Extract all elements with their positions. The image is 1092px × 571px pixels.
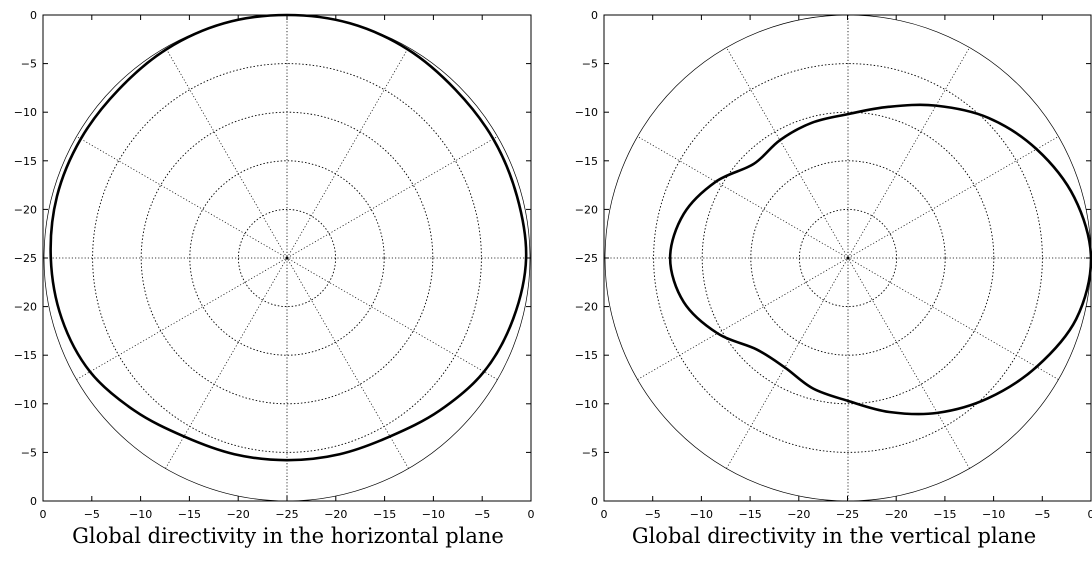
x-tick-label: −15 (933, 508, 956, 521)
x-tick-label: −20 (885, 508, 908, 521)
grid-spoke (165, 47, 409, 469)
y-tick-label: −10 (14, 106, 37, 119)
x-tick-label: −10 (129, 508, 152, 521)
y-tick-label: −5 (21, 58, 37, 71)
y-tick-label: 0 (30, 495, 37, 508)
grid-spoke (637, 136, 1059, 380)
grid-spoke (637, 136, 1059, 380)
grid-spoke (165, 47, 409, 469)
x-tick-label: −20 (324, 508, 347, 521)
grid-ring (798, 208, 898, 308)
x-tick-label: −10 (982, 508, 1005, 521)
vertical-plane-caption: Global directivity in the vertical plane (631, 524, 1037, 548)
x-tick-label: −20 (787, 508, 810, 521)
grid-center-dot (285, 256, 289, 260)
y-tick-label: −10 (14, 398, 37, 411)
y-tick-label: −15 (575, 155, 598, 168)
grid-center-dot (846, 256, 850, 260)
y-tick-label: −25 (575, 252, 598, 265)
x-tick-label: −5 (84, 508, 100, 521)
y-tick-label: 0 (591, 9, 598, 22)
y-tick-label: −10 (575, 398, 598, 411)
axis-ticks: 0 −5 −10 −15 −20 −25 −20 −15 −10 −5 00−5−10−15−20−… (14, 9, 535, 521)
x-tick-label: 0 (1088, 508, 1092, 521)
polar-grid (43, 14, 531, 502)
x-tick-label: −15 (738, 508, 761, 521)
x-tick-label: −5 (1034, 508, 1050, 521)
horizontal-plane-caption: Global directivity in the horizontal pla… (72, 524, 504, 548)
x-tick-label: 0 (601, 508, 608, 521)
grid-spoke (76, 136, 498, 380)
y-tick-label: −5 (582, 446, 598, 459)
y-tick-label: −5 (582, 58, 598, 71)
grid-spoke (726, 47, 970, 469)
horizontal-plane-plot-area: 0 −5 −10 −15 −20 −25 −20 −15 −10 −5 00−5−10−15−20−… (14, 9, 535, 521)
y-tick-label: 0 (30, 9, 37, 22)
x-tick-label: 0 (528, 508, 535, 521)
polar-grid (604, 14, 1092, 502)
x-tick-label: −15 (178, 508, 201, 521)
x-tick-label: −5 (645, 508, 661, 521)
grid-ring (140, 111, 434, 405)
horizontal-plane-polar-chart: 0 −5 −10 −15 −20 −25 −20 −15 −10 −5 0 0 −5 −10 −15 −20−… (14, 9, 535, 521)
y-tick-label: −5 (21, 446, 37, 459)
vertical-plane-plot-area: 0 −5 −10 −15 −20 −25 −20 −15 −10 −5 00−5−10−15−20−… (575, 9, 1092, 521)
directivity-curve (668, 103, 1092, 416)
x-tick-label: −25 (836, 508, 859, 521)
grid-ring (92, 63, 482, 453)
grid-ring (750, 160, 946, 356)
y-tick-label: −25 (14, 252, 37, 265)
x-tick-label: −10 (690, 508, 713, 521)
y-tick-label: −10 (575, 106, 598, 119)
y-tick-label: −15 (14, 349, 37, 362)
grid-spoke (76, 136, 498, 380)
y-tick-label: −20 (575, 203, 598, 216)
y-tick-label: 0 (591, 495, 598, 508)
y-tick-label: −20 (14, 301, 37, 314)
y-tick-label: −20 (14, 203, 37, 216)
axis-ticks: 0 −5 −10 −15 −20 −25 −20 −15 −10 −5 00−5−10−15−20−… (575, 9, 1092, 521)
y-tick-label: −15 (14, 155, 37, 168)
x-tick-label: −15 (373, 508, 396, 521)
grid-ring (237, 208, 337, 308)
x-tick-label: 0 (40, 508, 47, 521)
x-tick-label: −10 (422, 508, 445, 521)
grid-ring (189, 160, 385, 356)
x-tick-label: −20 (227, 508, 250, 521)
y-tick-label: −15 (575, 349, 598, 362)
grid-spoke (726, 47, 970, 469)
x-tick-label: −5 (474, 508, 490, 521)
vertical-plane-polar-chart: 0 −5 −10 −15 −20 −25 −20 −15 −10 −5 0 0 −5 −10 −15 −20−… (560, 0, 1092, 571)
directivity-curve (49, 13, 528, 462)
x-tick-label: −25 (275, 508, 298, 521)
grid-ring (653, 63, 1043, 453)
y-tick-label: −20 (575, 301, 598, 314)
grid-ring (701, 111, 995, 405)
